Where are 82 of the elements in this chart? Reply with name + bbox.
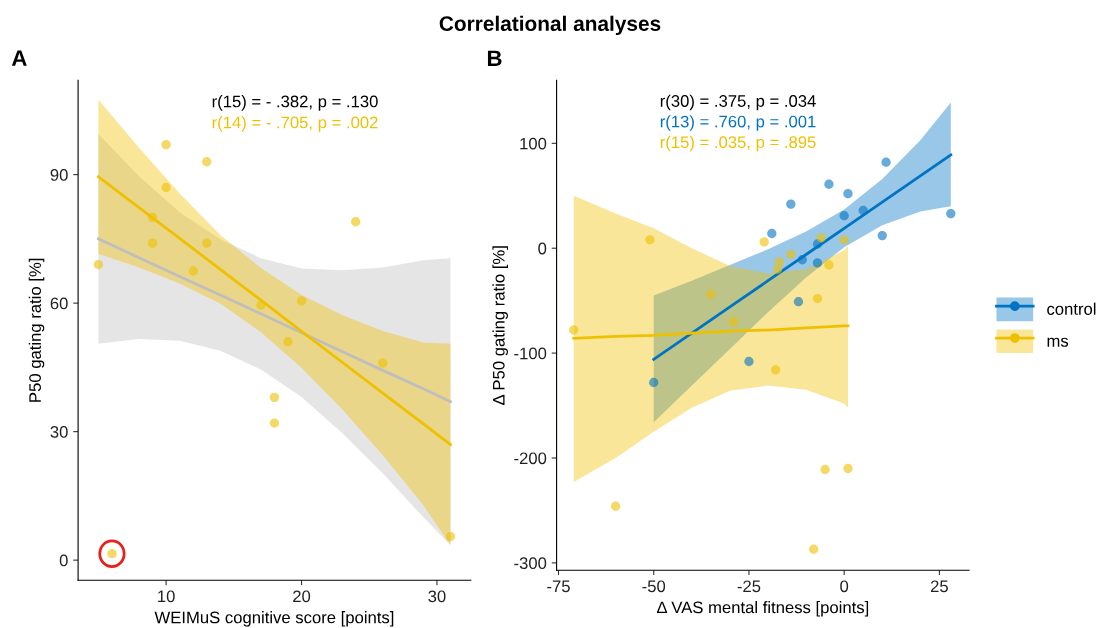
point [269,418,280,428]
point [610,501,621,511]
point [744,356,754,367]
annotation: r(30) = .375, p = .034 [660,94,816,111]
x-tick-label: 10 [158,590,175,603]
annotation: r(15) = - .382, p = .130 [212,95,378,111]
point [649,377,659,388]
point [809,544,819,554]
point [816,233,826,243]
point [824,179,834,189]
point [378,358,388,368]
point [93,259,104,270]
point [161,182,171,193]
x-tick-label: -50 [642,580,666,593]
point [729,316,739,327]
point [770,365,781,375]
line-series [572,324,850,340]
point [839,235,849,245]
chart-title: A [11,50,27,66]
point [786,249,796,260]
point [202,238,212,248]
point [774,257,785,267]
x-tick-label: -25 [737,580,761,593]
y-tick-label: 0 [538,242,547,255]
point [351,217,361,227]
y-axis-title: Δ P50 gating ratio [%] [492,246,508,405]
point [296,296,307,306]
point [161,139,171,150]
point [839,211,849,221]
line-series [97,237,452,404]
x-tick-label: 20 [293,590,311,603]
point [147,238,158,248]
point [645,235,655,245]
point [843,463,853,474]
point [445,531,456,542]
point [256,300,266,310]
y-tick-label: 0 [59,554,68,567]
x-tick-label: 30 [428,590,446,603]
point [772,264,783,274]
x-tick-label: 25 [930,580,948,593]
legend-label: ms [1047,337,1069,347]
point [706,289,716,300]
annotation: r(14) = - .705, p = .002 [212,116,378,132]
point [946,208,956,219]
y-tick-label: 90 [50,169,68,181]
point [283,337,293,347]
point [824,260,834,270]
x-axis-title: WEIMuS cognitive score [points] [154,611,394,627]
x-tick-label: -75 [547,580,570,593]
point [797,255,807,265]
y-tick-label: 100 [520,137,547,150]
y-axis-title: P50 gating ratio [%] [28,258,45,402]
point [793,297,804,307]
point [812,293,823,304]
point [843,189,853,199]
point [147,212,158,223]
point [820,464,830,475]
point [188,266,198,276]
point [202,157,212,167]
point [786,199,796,209]
point [569,325,579,335]
point [881,157,891,167]
point [759,237,769,247]
x-axis-title: Δ VAS mental fitness [points] [656,601,869,617]
chart-title: B [487,50,502,66]
y-tick-label: -100 [514,347,547,360]
annotation: r(13) = .760, p = .001 [660,115,816,131]
annotation: r(15) = .035, p = .895 [660,135,816,152]
y-tick-label: -200 [514,452,547,465]
line-series [97,175,452,446]
y-tick-label: 30 [50,426,68,438]
y-tick-label: -300 [514,557,547,570]
legend-label: control [1047,302,1096,315]
point [767,228,777,239]
y-tick-label: 60 [50,297,68,310]
x-tick-label: 0 [840,580,849,593]
point [877,230,887,241]
text: Correlational analyses [439,15,661,36]
point [858,205,868,216]
point [812,258,823,268]
point [269,392,280,403]
line-series [652,153,953,361]
